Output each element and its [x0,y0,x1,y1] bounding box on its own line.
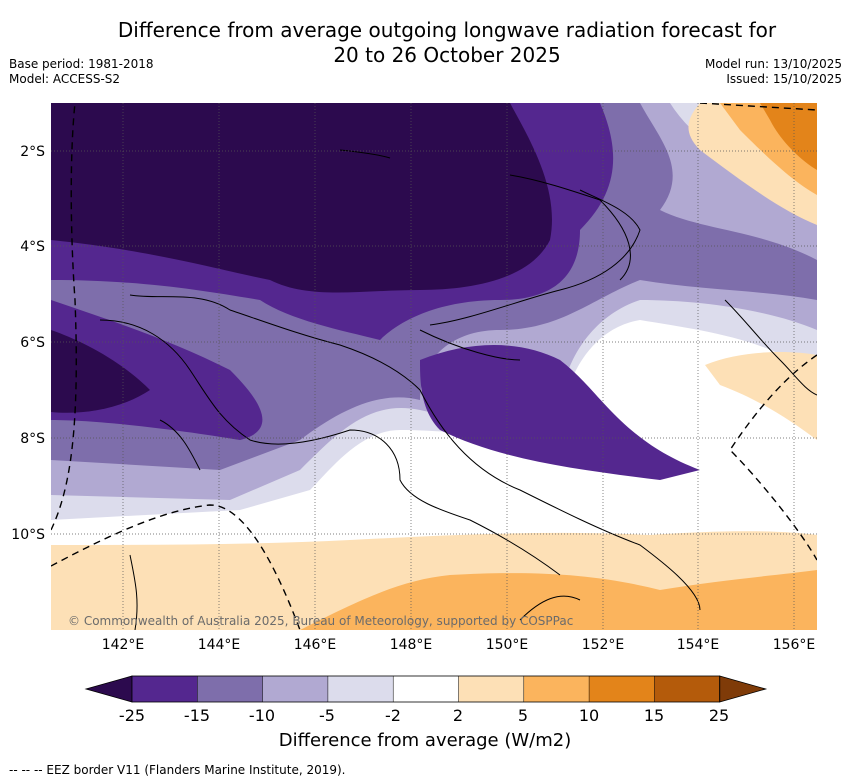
lon-label: 146°E [294,637,337,653]
colorbar-tick-label: -10 [248,706,276,725]
meta-right: Model run: 13/10/2025 Issued: 15/10/2025 [705,57,842,87]
lat-label: 4°S [20,239,45,255]
colorbar-tick-label: -2 [385,706,401,725]
colorbar-frame [131,675,721,703]
colorbar-segment [589,676,655,702]
gridlines [51,103,817,630]
colorbar [84,675,768,703]
colorbar-segment [132,676,198,702]
chart-title: Difference from average outgoing longwav… [0,18,850,68]
lat-label: 8°S [20,431,45,447]
colorbar-segment [393,676,459,702]
lon-label: 142°E [102,637,145,653]
colorbar-segment [654,676,720,702]
longitude-labels: 142°E 144°E 146°E 148°E 150°E 152°E 154°… [102,637,816,653]
issued-date: Issued: 15/10/2025 [726,72,842,86]
meta-left: Base period: 1981-2018 Model: ACCESS-S2 [9,57,154,87]
colorbar-segment [197,676,263,702]
lat-label: 2°S [20,144,45,160]
colorbar-tick-label: 25 [708,706,730,725]
title-line-1: Difference from average outgoing longwav… [117,18,777,42]
colorbar-tick-label: -5 [319,706,335,725]
colorbar-segment [458,676,524,702]
lon-label: 152°E [582,637,625,653]
lon-label: 154°E [677,637,720,653]
latitude-labels: 2°S 4°S 6°S 8°S 10°S [11,144,45,543]
colorbar-arrow-low [84,675,133,703]
base-period: Base period: 1981-2018 [9,57,154,71]
colorbar-tick-label: -25 [118,706,146,725]
colorbar-tick-label: 15 [643,706,665,725]
lon-label: 148°E [390,637,433,653]
colorbar-tick-label: -15 [183,706,211,725]
copyright-notice: © Commonwealth of Australia 2025, Bureau… [68,614,574,628]
lon-label: 144°E [198,637,241,653]
colorbar-title: Difference from average (W/m2) [278,730,572,751]
colorbar-tick-label: 2 [452,706,464,725]
lon-label: 156°E [773,637,816,653]
colorbar-segment [327,676,394,702]
colorbar-tick-label: 10 [578,706,600,725]
model-name: Model: ACCESS-S2 [9,72,121,86]
colorbar-segment [262,676,328,702]
title-line-2: 20 to 26 October 2025 [333,43,561,67]
model-run: Model run: 13/10/2025 [704,57,842,71]
colorbar-arrow-high [719,675,768,703]
colorbar-segment [523,676,590,702]
colorbar-tick-label: 5 [517,706,529,725]
lat-label: 6°S [20,335,45,351]
lat-label: 10°S [11,527,45,543]
map-field [51,103,817,630]
lon-label: 150°E [486,637,529,653]
footer-legend: -- -- -- EEZ border V11 (Flanders Marine… [9,763,346,777]
